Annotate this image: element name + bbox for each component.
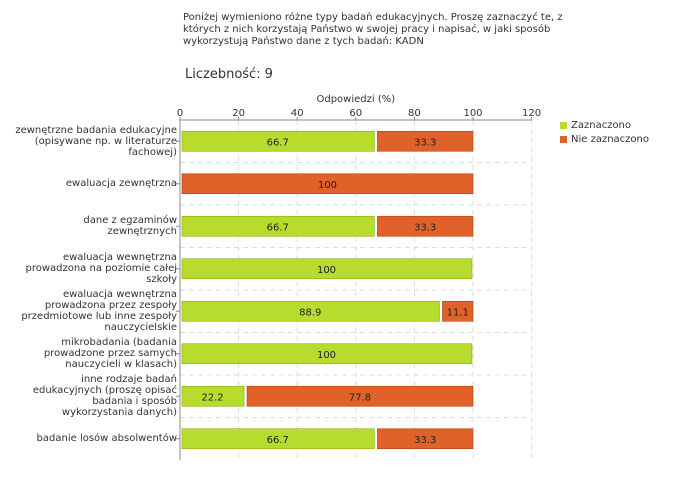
- data-label-nie-zaznaczono: 33.3: [414, 222, 436, 233]
- category-label: ewaluacja wewnętrzna prowadzona na pozio…: [25, 252, 177, 286]
- legend-item-zaznaczono: Zaznaczono: [560, 118, 649, 132]
- x-tick-label: 120: [522, 108, 541, 119]
- count-label: Liczebność:: [185, 67, 261, 82]
- legend-label-zaznaczono: Zaznaczono: [571, 119, 632, 131]
- x-tick-label: 60: [349, 108, 362, 119]
- category-label: ewaluacja zewnętrzna: [65, 178, 177, 190]
- legend-swatch-nie-zaznaczono: [560, 135, 567, 143]
- data-label-zaznaczono: 88.9: [299, 307, 321, 318]
- data-label-zaznaczono: 66.7: [267, 222, 289, 233]
- data-label-nie-zaznaczono: 33.3: [414, 137, 436, 148]
- bar-nie-zaznaczono: [181, 173, 474, 195]
- data-label-zaznaczono: 66.7: [267, 137, 289, 148]
- category-label: ewaluacja wewnętrzna prowadzona przez ze…: [21, 289, 177, 334]
- category-label: badanie losów absolwentów: [36, 433, 177, 445]
- x-tick-label: 0: [177, 108, 183, 119]
- category-label: mikrobadania (badania prowadzone przez s…: [43, 337, 177, 371]
- bar-nie-zaznaczono: [377, 428, 474, 450]
- x-tick-label: 80: [408, 108, 421, 119]
- category-label: dane z egzaminów zewnętrznych: [83, 215, 177, 238]
- data-label-nie-zaznaczono: 33.3: [414, 435, 436, 446]
- category-label: inne rodzaje badań edukacyjnych (proszę …: [32, 374, 177, 419]
- data-label-zaznaczono: 100: [317, 265, 336, 276]
- bar-zaznaczono: [181, 258, 473, 280]
- bar-nie-zaznaczono: [246, 385, 474, 407]
- data-label-zaznaczono: 66.7: [267, 435, 289, 446]
- x-tick-label: 20: [232, 108, 245, 119]
- data-label-zaznaczono: 100: [317, 350, 336, 361]
- question-text: Poniżej wymieniono różne typy badań eduk…: [183, 12, 563, 47]
- bar-zaznaczono: [181, 343, 473, 365]
- bar-zaznaczono: [181, 385, 245, 407]
- x-tick-label: 40: [291, 108, 304, 119]
- legend-label-nie-zaznaczono: Nie zaznaczono: [571, 133, 650, 145]
- bar-nie-zaznaczono: [442, 300, 474, 322]
- bar-zaznaczono: [181, 215, 375, 237]
- data-label-nie-zaznaczono: 11.1: [447, 307, 469, 318]
- chart-title: Odpowiedzi (%): [316, 94, 395, 105]
- x-tick-label: 100: [463, 108, 482, 119]
- count-value: 9: [264, 67, 273, 82]
- legend: Zaznaczono Nie zaznaczono: [560, 118, 649, 146]
- bar-nie-zaznaczono: [377, 130, 474, 152]
- bar-nie-zaznaczono: [377, 215, 474, 237]
- data-label-nie-zaznaczono: 77.8: [349, 392, 371, 403]
- legend-swatch-zaznaczono: [560, 121, 567, 129]
- legend-item-nie-zaznaczono: Nie zaznaczono: [560, 132, 649, 146]
- bar-zaznaczono: [181, 130, 375, 152]
- data-label-zaznaczono: 22.2: [201, 392, 223, 403]
- sample-size: Liczebność: 9: [181, 67, 273, 82]
- bar-zaznaczono: [181, 300, 440, 322]
- data-label-nie-zaznaczono: 100: [318, 180, 337, 191]
- category-label: zewnętrzne badania edukacyjne (opisywane…: [15, 124, 177, 158]
- bar-zaznaczono: [181, 428, 375, 450]
